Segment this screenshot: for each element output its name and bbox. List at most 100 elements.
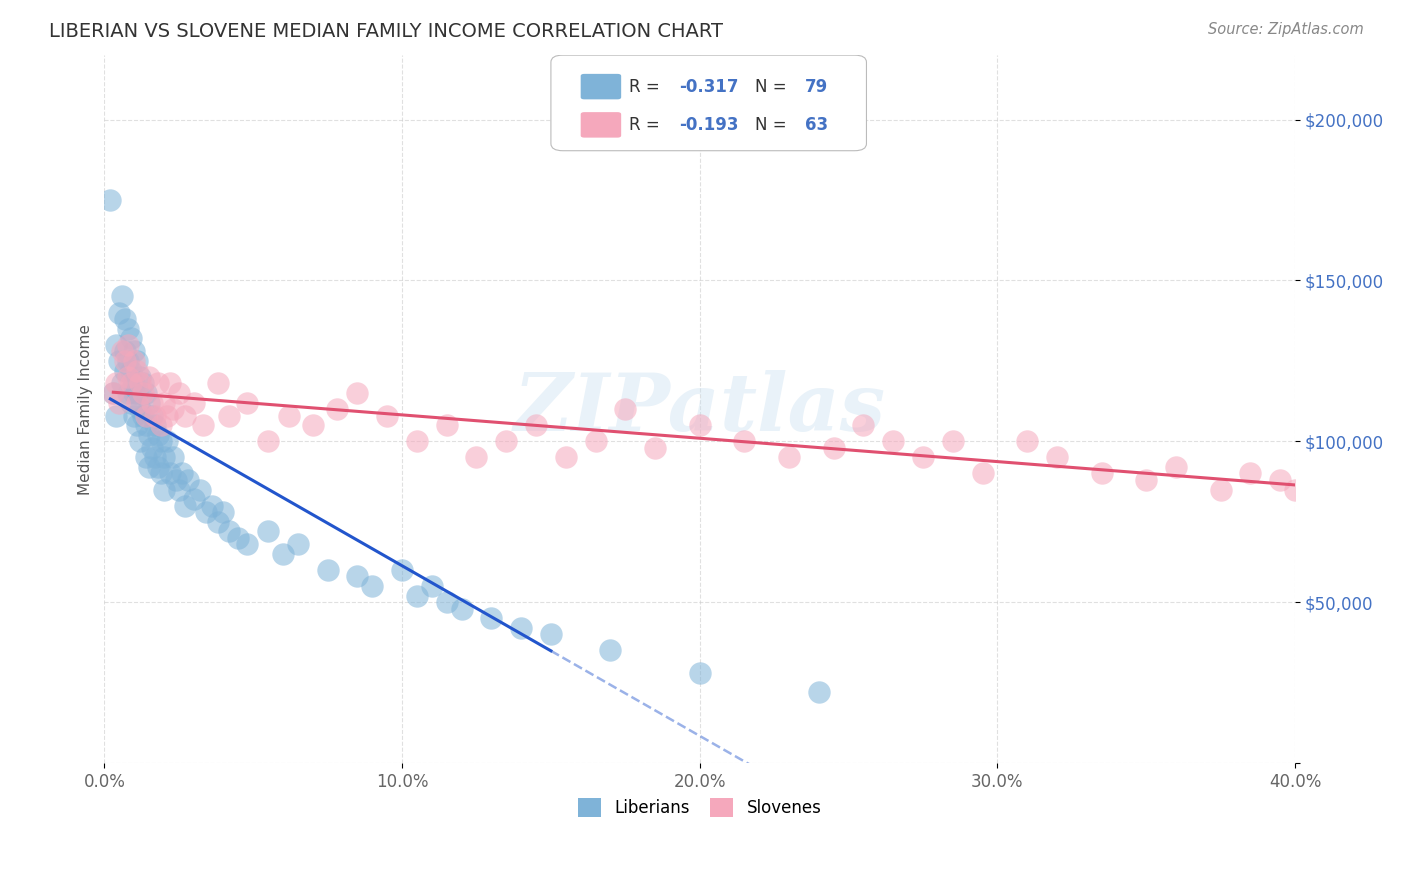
Point (911, 450, 934, 465)
Point (159, 467, 181, 481)
Point (105, 376, 128, 391)
Point (127, 418, 149, 433)
Point (733, 434, 755, 449)
Point (120, 331, 142, 345)
Point (149, 467, 172, 481)
Point (183, 395, 205, 409)
Text: LIBERIAN VS SLOVENE MEDIAN FAMILY INCOME CORRELATION CHART: LIBERIAN VS SLOVENE MEDIAN FAMILY INCOME… (49, 22, 723, 41)
Point (141, 409, 163, 423)
Point (120, 376, 142, 391)
Point (450, 601, 472, 615)
Point (135, 450, 157, 465)
Point (644, 441, 666, 455)
Point (103, 386, 125, 401)
Point (117, 321, 139, 335)
Point (554, 450, 576, 465)
Point (316, 563, 339, 577)
Point (689, 666, 711, 681)
Text: Source: ZipAtlas.com: Source: ZipAtlas.com (1208, 22, 1364, 37)
Point (135, 409, 157, 423)
Point (132, 386, 155, 401)
Point (153, 450, 176, 465)
Point (159, 376, 181, 391)
Point (143, 450, 166, 465)
Point (111, 289, 134, 303)
Point (162, 450, 184, 465)
Text: R =: R = (630, 78, 665, 95)
Text: ZIPatlas: ZIPatlas (513, 370, 886, 448)
Text: N =: N = (755, 116, 792, 134)
Point (778, 450, 800, 465)
Point (105, 409, 128, 423)
Point (278, 409, 301, 423)
Point (103, 386, 125, 401)
FancyBboxPatch shape (551, 55, 866, 151)
Point (170, 467, 193, 481)
Point (188, 483, 211, 497)
Point (146, 460, 169, 475)
Point (346, 386, 368, 401)
Point (146, 428, 169, 442)
Point (173, 409, 195, 423)
Point (122, 409, 145, 423)
Point (228, 531, 250, 545)
Legend: Liberians, Slovenes: Liberians, Slovenes (569, 789, 830, 826)
Point (479, 611, 502, 625)
Point (141, 395, 163, 409)
Point (167, 483, 190, 497)
Point (207, 515, 229, 529)
Point (1017, 434, 1039, 449)
Point (236, 537, 259, 551)
FancyBboxPatch shape (581, 74, 621, 99)
Point (114, 312, 136, 326)
Point (1270, 473, 1292, 487)
Point (114, 363, 136, 377)
Point (257, 434, 280, 449)
Point (127, 386, 149, 401)
Point (361, 579, 384, 593)
Point (823, 441, 845, 455)
Point (117, 386, 139, 401)
Point (149, 434, 172, 449)
Y-axis label: Median Family Income: Median Family Income (79, 324, 93, 494)
Point (689, 418, 711, 433)
Point (111, 344, 134, 359)
Point (191, 418, 214, 433)
Point (156, 409, 179, 423)
Point (167, 386, 190, 401)
Point (436, 418, 458, 433)
Point (156, 434, 179, 449)
Point (599, 643, 621, 657)
Point (129, 434, 152, 449)
Point (524, 418, 547, 433)
Point (122, 376, 145, 391)
Point (120, 395, 142, 409)
Point (1091, 467, 1114, 481)
Point (122, 354, 145, 368)
Point (146, 376, 169, 391)
Point (173, 499, 195, 513)
Point (218, 409, 240, 423)
Point (138, 370, 160, 384)
Point (495, 434, 517, 449)
Point (257, 524, 280, 539)
Point (122, 344, 145, 359)
Text: 63: 63 (804, 116, 828, 134)
Point (212, 505, 235, 519)
Point (375, 409, 398, 423)
Point (218, 524, 240, 539)
Point (1046, 450, 1069, 465)
Point (391, 563, 413, 577)
Point (153, 483, 176, 497)
Point (111, 376, 134, 391)
Point (465, 450, 488, 465)
Point (207, 376, 229, 391)
Point (585, 434, 607, 449)
Point (143, 418, 166, 433)
Point (1209, 483, 1232, 497)
Point (177, 473, 200, 487)
Point (236, 395, 259, 409)
Point (1239, 467, 1261, 481)
Point (108, 395, 131, 409)
Point (114, 354, 136, 368)
